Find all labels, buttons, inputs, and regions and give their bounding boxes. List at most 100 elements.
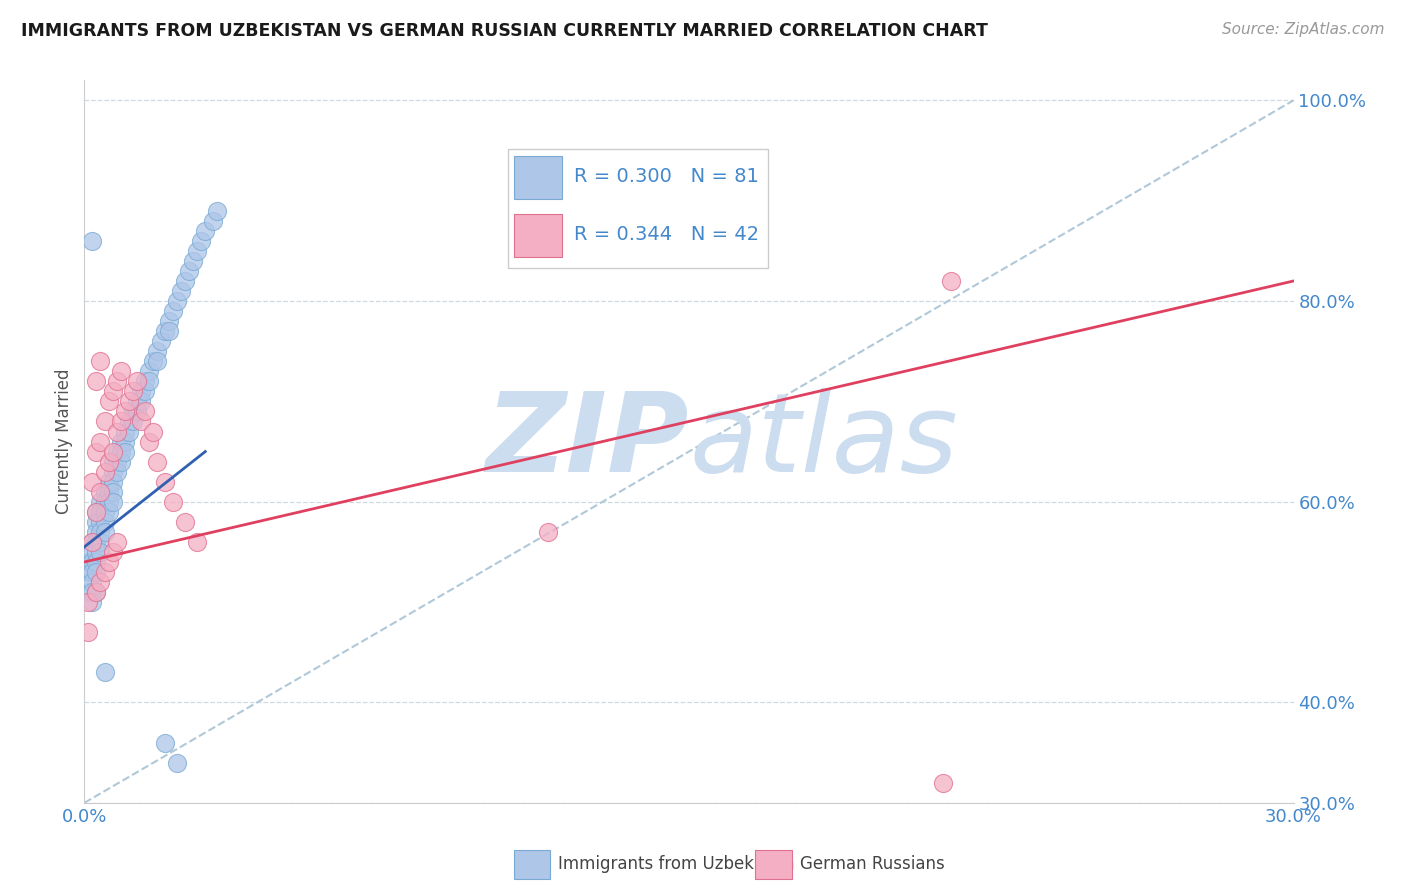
Point xyxy=(932,775,955,790)
Point xyxy=(125,404,148,418)
Point xyxy=(134,374,156,388)
Point xyxy=(82,585,104,599)
Point xyxy=(121,404,143,418)
Bar xyxy=(513,850,550,879)
Point xyxy=(118,414,141,428)
Point xyxy=(86,505,108,519)
Point xyxy=(86,444,108,458)
Point xyxy=(101,475,124,489)
Point xyxy=(89,534,111,549)
Text: Immigrants from Uzbekistan: Immigrants from Uzbekistan xyxy=(558,855,794,873)
Point xyxy=(146,354,169,368)
Point xyxy=(114,444,136,458)
Point xyxy=(97,454,120,468)
Point xyxy=(121,414,143,428)
Bar xyxy=(755,850,792,879)
Point xyxy=(153,324,176,338)
Point xyxy=(110,454,132,468)
Point xyxy=(82,545,104,559)
Text: R = 0.344   N = 42: R = 0.344 N = 42 xyxy=(574,225,759,244)
Point xyxy=(138,364,160,378)
Point xyxy=(93,524,115,539)
Point xyxy=(101,494,124,508)
Point xyxy=(114,404,136,418)
Point xyxy=(101,465,124,479)
Point xyxy=(97,555,120,569)
Point xyxy=(77,585,100,599)
Point xyxy=(166,293,188,308)
Point xyxy=(82,475,104,489)
Point xyxy=(89,434,111,449)
Point xyxy=(86,505,108,519)
Point xyxy=(174,274,197,288)
Point xyxy=(93,565,115,579)
Point xyxy=(82,595,104,609)
Point xyxy=(153,735,176,749)
Point xyxy=(114,434,136,449)
Point xyxy=(118,394,141,409)
Point xyxy=(157,314,180,328)
Point xyxy=(77,595,100,609)
Point xyxy=(86,515,108,529)
Point xyxy=(89,505,111,519)
Point xyxy=(162,494,184,508)
Text: German Russians: German Russians xyxy=(800,855,945,873)
Point xyxy=(93,465,115,479)
Point xyxy=(194,224,217,238)
Point xyxy=(89,574,111,589)
Point xyxy=(89,515,111,529)
Bar xyxy=(513,156,562,200)
Text: atlas: atlas xyxy=(689,388,957,495)
Point xyxy=(110,444,132,458)
Point xyxy=(939,274,962,288)
Point xyxy=(149,334,172,348)
Point xyxy=(93,484,115,499)
Point xyxy=(82,574,104,589)
Point xyxy=(101,444,124,458)
Point xyxy=(142,425,165,439)
Point xyxy=(77,565,100,579)
Point xyxy=(162,304,184,318)
Point xyxy=(134,384,156,399)
Point xyxy=(86,585,108,599)
Point xyxy=(86,534,108,549)
Point xyxy=(82,534,104,549)
Point xyxy=(114,425,136,439)
Point xyxy=(170,284,193,298)
Point xyxy=(93,515,115,529)
Point xyxy=(125,374,148,388)
Point xyxy=(134,404,156,418)
Point xyxy=(86,524,108,539)
Point xyxy=(105,374,128,388)
Point xyxy=(105,425,128,439)
Point xyxy=(153,475,176,489)
Point xyxy=(89,484,111,499)
Point xyxy=(181,253,204,268)
Point xyxy=(157,324,180,338)
Point xyxy=(138,374,160,388)
Point xyxy=(110,434,132,449)
Point xyxy=(82,555,104,569)
Point xyxy=(89,545,111,559)
Point xyxy=(166,756,188,770)
Point xyxy=(93,665,115,680)
Point xyxy=(101,384,124,399)
Point xyxy=(110,414,132,428)
Text: R = 0.300   N = 81: R = 0.300 N = 81 xyxy=(574,167,759,186)
Point xyxy=(110,364,132,378)
Point xyxy=(97,494,120,508)
Point xyxy=(82,565,104,579)
Point xyxy=(86,545,108,559)
Point xyxy=(86,565,108,579)
Point xyxy=(105,444,128,458)
Point xyxy=(86,374,108,388)
Point xyxy=(82,234,104,248)
Point xyxy=(179,264,201,278)
Text: IMMIGRANTS FROM UZBEKISTAN VS GERMAN RUSSIAN CURRENTLY MARRIED CORRELATION CHART: IMMIGRANTS FROM UZBEKISTAN VS GERMAN RUS… xyxy=(21,22,988,40)
Point xyxy=(93,414,115,428)
Point xyxy=(125,394,148,409)
Point xyxy=(101,484,124,499)
Point xyxy=(129,384,152,399)
Point xyxy=(93,494,115,508)
Point xyxy=(190,234,212,248)
